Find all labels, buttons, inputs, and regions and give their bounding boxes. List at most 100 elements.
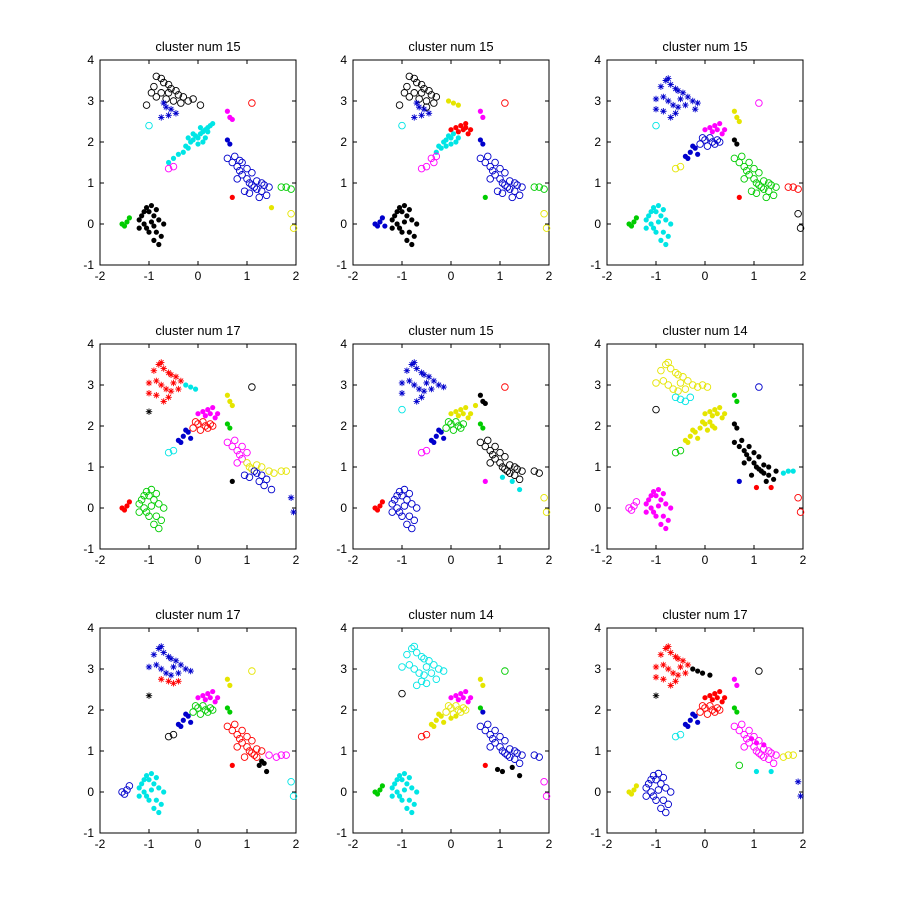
data-point-dot (714, 127, 720, 133)
data-point-dot (126, 215, 132, 221)
data-point-circle (671, 164, 680, 173)
data-point-circle (752, 179, 761, 187)
data-point-circle (671, 448, 680, 457)
data-point-circle (647, 788, 655, 796)
data-point-dot (633, 215, 640, 221)
data-point-circle (442, 424, 450, 432)
data-point-dot (394, 221, 400, 227)
data-point-circle (491, 171, 499, 179)
x-tick-label: 2 (293, 269, 300, 283)
data-point-circle (410, 665, 419, 673)
data-point-dot (377, 219, 383, 225)
data-point-circle (398, 663, 406, 671)
data-point-dot (709, 413, 715, 419)
data-point-circle (245, 179, 254, 187)
data-point-circle (248, 181, 256, 189)
x-tick-label: -2 (602, 837, 613, 851)
data-point-dot (707, 693, 713, 699)
data-point-dot (396, 205, 403, 211)
data-point-asterisk (158, 114, 165, 121)
data-point-circle (422, 446, 431, 455)
data-point-circle (393, 491, 401, 500)
data-point-dot (626, 221, 632, 227)
data-point-circle (649, 771, 658, 780)
data-point-asterisk (167, 106, 175, 113)
data-point-asterisk (411, 359, 418, 366)
data-point-circle (199, 702, 207, 710)
data-point-dot (646, 497, 652, 503)
data-point-circle (501, 465, 509, 473)
data-point-circle (169, 730, 178, 739)
data-point-circle (400, 485, 409, 494)
data-point-circle (689, 381, 697, 389)
data-point-circle (405, 72, 414, 81)
data-point-circle (238, 158, 246, 167)
data-point-circle (671, 368, 680, 377)
data-point-circle (662, 784, 670, 792)
data-point-circle (265, 183, 273, 191)
y-tick-label: 2 (594, 703, 601, 717)
data-point-circle (627, 506, 636, 514)
y-tick-label: 2 (87, 135, 94, 149)
data-point-circle (412, 78, 421, 87)
data-point-dot (768, 768, 774, 775)
data-point-dot (477, 392, 483, 398)
data-point-dot (739, 437, 745, 443)
data-point-circle (245, 189, 254, 197)
data-point-circle (157, 89, 165, 97)
data-point-dot (151, 805, 157, 812)
data-point-dot (665, 233, 671, 239)
y-tick-label: 4 (594, 337, 601, 351)
data-point-circle (506, 753, 514, 761)
data-point-circle (530, 751, 539, 759)
data-point-circle (632, 498, 641, 506)
data-point-dot (229, 478, 235, 484)
data-point-dot (379, 499, 385, 505)
data-point-circle (410, 642, 419, 651)
y-tick-label: 0 (87, 501, 94, 515)
data-point-dot (734, 114, 740, 120)
data-point-circle (762, 193, 771, 202)
data-point-asterisk (167, 655, 175, 662)
data-point-dot (465, 699, 471, 705)
data-point-circle (740, 730, 748, 739)
data-point-circle (486, 175, 494, 183)
data-point-circle (706, 702, 714, 710)
data-point-dot (509, 764, 515, 771)
data-point-dot (227, 682, 233, 689)
data-point-circle (155, 500, 163, 508)
data-point-circle (408, 524, 416, 533)
data-point-circle (287, 209, 295, 218)
y-tick-label: 2 (340, 135, 347, 149)
data-point-circle (794, 185, 802, 193)
data-point-dot (151, 213, 157, 219)
data-point-asterisk (287, 494, 295, 501)
data-point-dot (195, 141, 201, 147)
data-point-circle (140, 504, 148, 512)
data-point-dot (482, 478, 488, 484)
data-point-dot (143, 205, 150, 211)
data-point-circle (417, 652, 426, 661)
data-point-circle (518, 183, 526, 191)
data-point-circle (454, 422, 463, 430)
data-point-dot (389, 785, 395, 791)
data-point-circle (491, 442, 499, 451)
data-point-circle (501, 737, 509, 745)
y-tick-label: 3 (594, 94, 601, 108)
data-point-circle (238, 455, 246, 463)
data-point-dot (648, 493, 654, 499)
data-point-asterisk (153, 377, 160, 385)
data-point-circle (703, 142, 712, 150)
data-point-circle (659, 796, 668, 804)
data-point-circle (491, 739, 499, 747)
data-point-dot (377, 787, 383, 793)
x-tick-label: -1 (651, 553, 662, 567)
data-point-dot (190, 137, 196, 143)
data-point-dot (643, 225, 649, 231)
data-point-circle (693, 383, 702, 391)
data-point-asterisk (684, 661, 692, 669)
data-point-circle (755, 749, 763, 757)
data-point-asterisk (145, 390, 153, 397)
data-point-asterisk (403, 367, 411, 374)
